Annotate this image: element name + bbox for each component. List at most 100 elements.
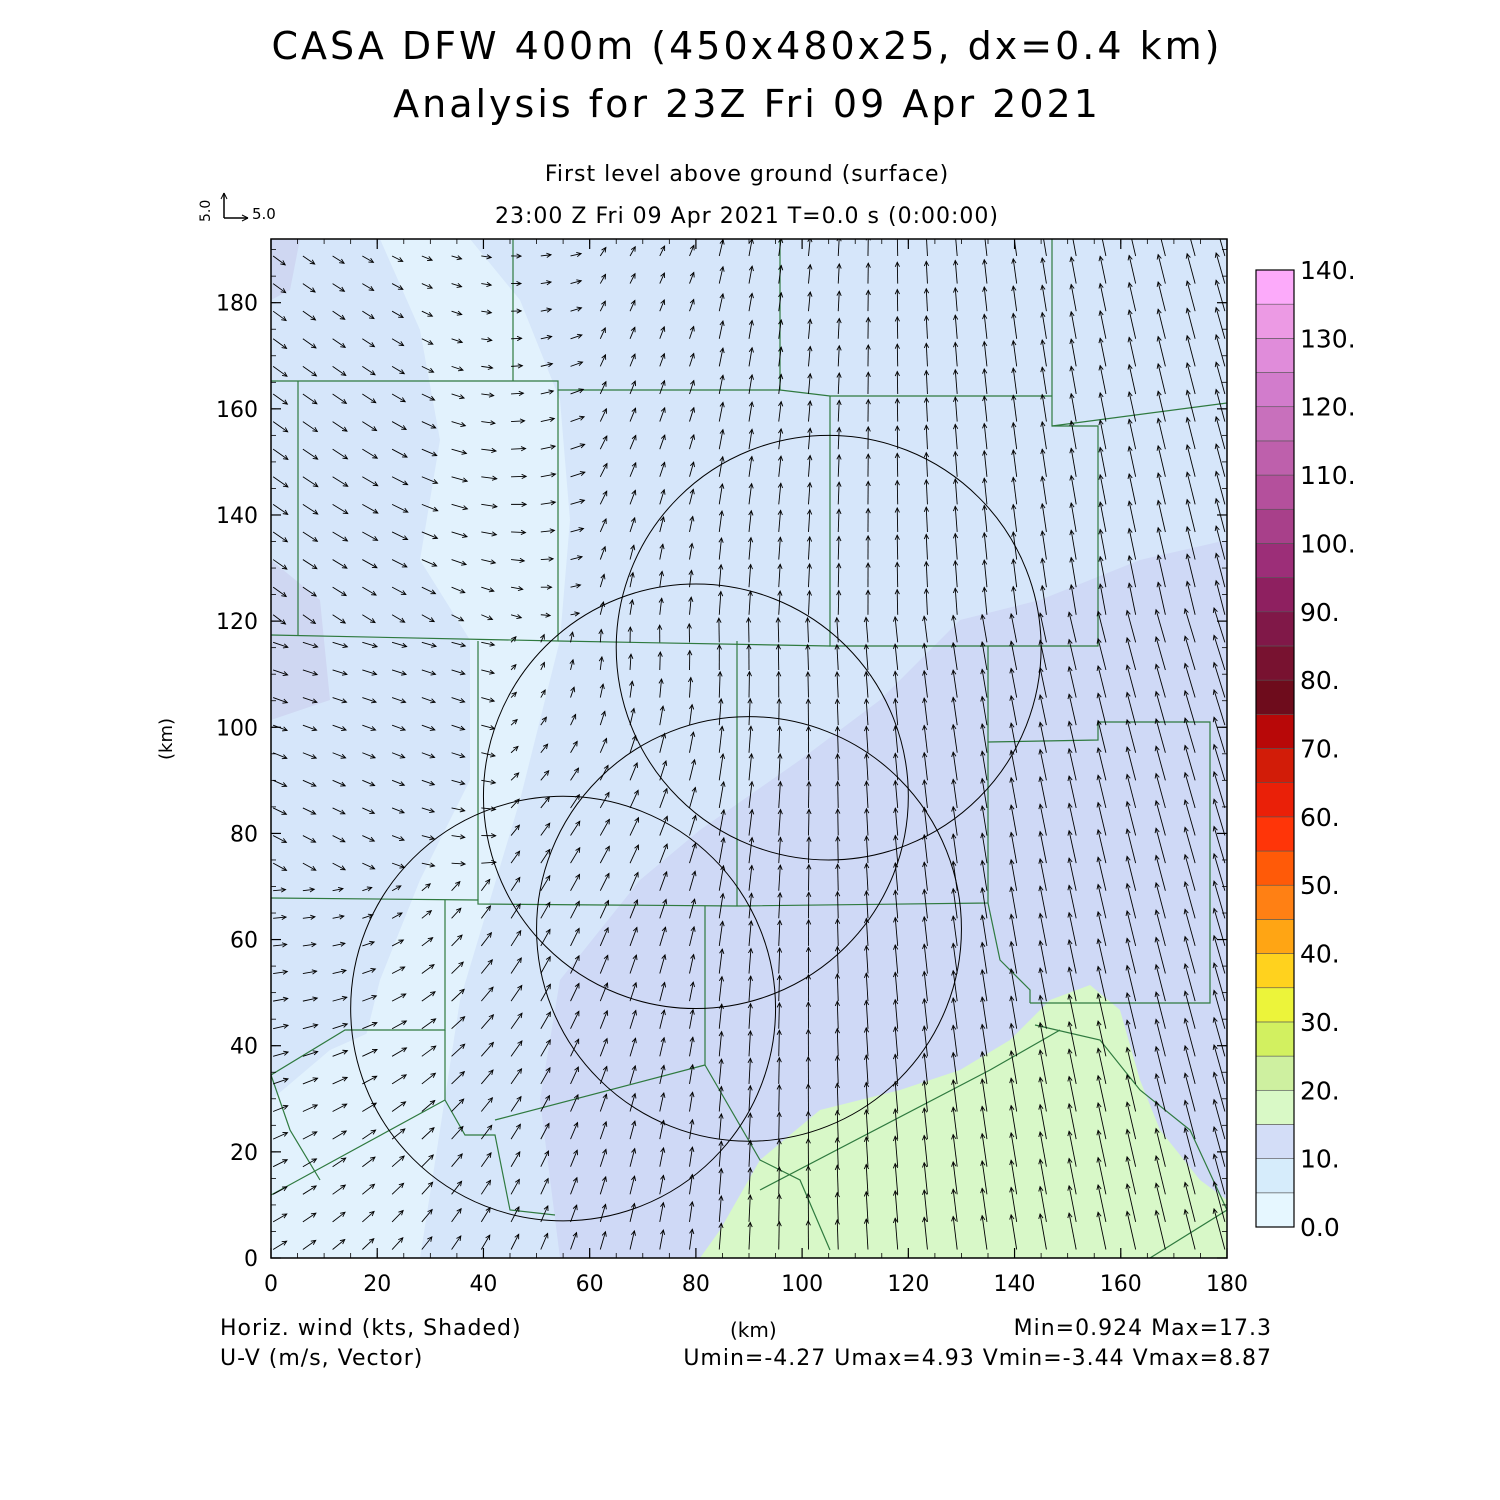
wind-vector — [599, 1037, 608, 1057]
wind-vector — [1212, 1098, 1226, 1140]
wind-vector — [332, 1049, 349, 1057]
wind-vector — [689, 1091, 695, 1112]
wind-vector — [1096, 1102, 1107, 1140]
wind-vector — [272, 697, 289, 704]
wind-vector — [421, 448, 438, 457]
wind-vector — [302, 586, 318, 597]
wind-vector — [894, 239, 900, 256]
wind-vector — [1011, 339, 1018, 367]
wind-vector — [629, 762, 638, 781]
wind-vector — [980, 996, 988, 1029]
wind-vector — [451, 1207, 462, 1223]
wind-vector — [1156, 444, 1166, 477]
wind-vector — [272, 779, 288, 787]
wind-vector — [1214, 443, 1226, 477]
wind-vector — [980, 1078, 988, 1112]
wind-vector — [302, 807, 317, 815]
wind-vector — [599, 407, 607, 422]
y-tick-label: 100 — [216, 716, 258, 741]
wind-vector — [510, 663, 517, 671]
wind-vector — [1154, 854, 1166, 891]
wind-vector — [689, 244, 695, 257]
wind-vector — [1069, 583, 1077, 615]
wind-vector — [922, 751, 928, 781]
wind-vector — [1040, 311, 1047, 339]
wind-vector — [510, 691, 518, 698]
colorbar-tick-label: 10. — [1300, 1145, 1340, 1174]
y-tick-label: 120 — [216, 610, 258, 635]
wind-vector — [1185, 252, 1196, 284]
wind-vector — [892, 670, 899, 698]
wind-vector — [362, 752, 377, 759]
wind-vector — [1219, 239, 1226, 257]
county-border-line — [271, 1099, 446, 1196]
wind-vector — [1185, 389, 1196, 422]
wind-vector — [923, 396, 930, 422]
wind-vector — [778, 318, 784, 339]
wind-vector — [302, 752, 318, 759]
wind-vector — [1009, 694, 1018, 726]
wind-vector — [451, 807, 466, 813]
wind-vector — [1125, 746, 1137, 781]
wind-vector — [1096, 1074, 1107, 1112]
wind-vector — [540, 661, 545, 671]
wind-vector — [540, 874, 551, 891]
wind-vector — [1067, 665, 1077, 698]
wind-vector — [1067, 857, 1077, 891]
wind-vector — [805, 643, 811, 670]
wind-vector — [922, 1025, 928, 1057]
wind-vector — [362, 779, 376, 787]
wind-vector — [1214, 525, 1226, 560]
y-tick-label: 60 — [230, 929, 258, 954]
wind-vector — [926, 239, 928, 257]
county-border-line — [1034, 1024, 1227, 1211]
wind-vector — [362, 1210, 375, 1223]
wind-vector — [865, 289, 871, 312]
wind-vector — [689, 352, 695, 367]
wind-vector — [421, 1154, 434, 1168]
wind-vector — [391, 421, 408, 431]
wind-vector — [893, 944, 899, 974]
wind-vector — [540, 334, 553, 340]
wind-vector — [1183, 1181, 1196, 1223]
wind-vector — [863, 999, 870, 1029]
wind-vector — [748, 947, 754, 974]
colorbar-swatch — [1255, 748, 1295, 783]
wind-vector — [629, 544, 636, 560]
wind-vector — [951, 1160, 958, 1195]
wind-vector — [1156, 280, 1166, 312]
wind-vector — [980, 914, 988, 947]
colorbar-swatch — [1255, 679, 1295, 715]
wind-vector — [657, 651, 663, 670]
wind-vector — [391, 393, 407, 403]
wind-vector — [923, 533, 930, 560]
wind-vector — [570, 361, 584, 367]
colorbar-swatch — [1255, 269, 1295, 305]
wind-vector — [951, 915, 958, 946]
wind-vector — [1212, 1207, 1226, 1250]
wind-vector — [302, 697, 318, 704]
wind-vector — [332, 1103, 348, 1112]
wind-vector — [332, 1157, 347, 1168]
wind-vector — [953, 368, 959, 395]
wind-vector — [894, 561, 900, 588]
wind-vector — [777, 590, 783, 615]
wind-vector — [951, 860, 958, 891]
wind-vector — [451, 1180, 463, 1195]
wind-vector — [951, 669, 958, 698]
wind-vector — [1185, 580, 1196, 615]
wind-vector — [834, 945, 841, 974]
wind-vector — [629, 680, 635, 698]
wind-vector — [627, 626, 633, 643]
wind-vector — [689, 870, 697, 891]
wind-vector — [629, 871, 639, 891]
wind-vector — [778, 264, 784, 284]
wind-vector — [1067, 638, 1077, 671]
wind-vector — [540, 769, 550, 781]
wind-vector — [510, 824, 521, 836]
wind-vector — [1212, 634, 1226, 671]
wind-vector — [1009, 1022, 1018, 1057]
wind-vector — [510, 585, 524, 592]
wind-vector — [892, 998, 899, 1029]
wind-vector — [980, 832, 988, 864]
